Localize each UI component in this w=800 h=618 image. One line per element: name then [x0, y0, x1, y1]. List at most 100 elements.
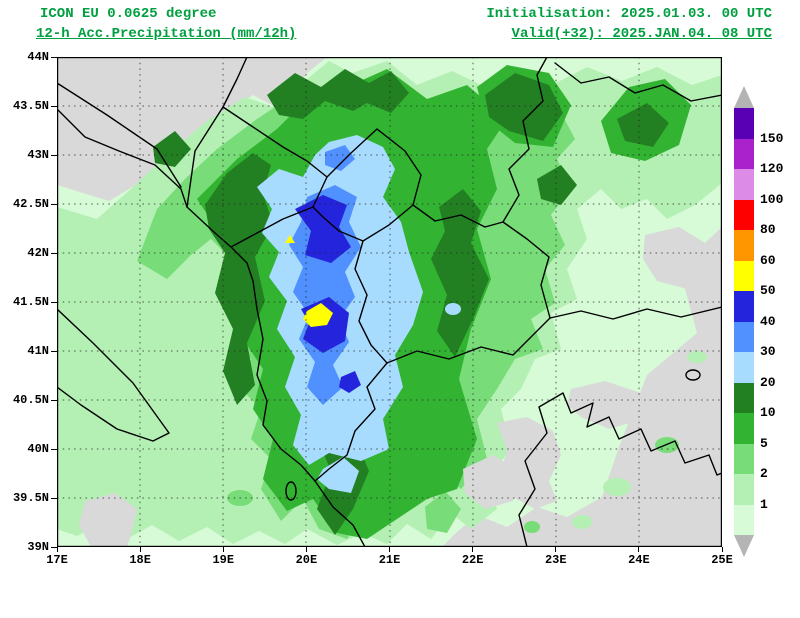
legend-label: 50: [760, 283, 776, 298]
x-tick: [721, 547, 723, 552]
y-tick: [51, 350, 57, 352]
initialisation-time: Initialisation: 2025.01.03. 00 UTC: [486, 6, 772, 22]
precip-speckle: [572, 515, 592, 529]
border-macedonia-greece: [386, 317, 551, 364]
border-croatia-bosnia: [57, 82, 182, 188]
country-borders: [57, 57, 722, 547]
dry-patch-sw: [79, 493, 137, 547]
border-albania-greece: [314, 362, 388, 482]
parameter-title: 12-h Acc.Precipitation (mm/12h): [36, 26, 297, 42]
border-macedonia-bulgaria: [502, 221, 551, 319]
y-tick-label: 42.5N: [12, 197, 49, 211]
valid-time: Valid(+32): 2025.JAN.04. 08 UTC: [511, 26, 772, 42]
x-tick-label: 24E: [628, 553, 650, 567]
legend-label: 20: [760, 374, 776, 390]
legend-segment: [734, 108, 754, 139]
precip-spot-20-30: [445, 303, 461, 315]
legend-segment: [734, 230, 754, 261]
legend-segment: [734, 352, 754, 383]
y-tick: [51, 203, 57, 205]
x-tick-label: 17E: [46, 553, 68, 567]
y-tick: [51, 154, 57, 156]
y-tick-label: 40.5N: [12, 393, 49, 407]
italy-coastline: [57, 308, 170, 442]
dry-patch-se1: [567, 381, 689, 429]
dry-patch-east: [643, 227, 709, 289]
precip-area-10-20-ne: [485, 73, 563, 141]
precip-speckle: [524, 521, 540, 533]
precip-area-10-20-east-band: [431, 189, 489, 357]
border-serbia-macedonia: [412, 204, 504, 228]
border-montenegro-serbia: [222, 106, 328, 178]
border-danube: [554, 62, 722, 102]
y-tick: [51, 448, 57, 450]
legend-segment: [734, 138, 754, 170]
precip-area-20-30-south: [317, 457, 359, 493]
corfu-island: [285, 481, 297, 501]
legend-segment: [734, 260, 754, 292]
legend-label: 80: [760, 222, 776, 237]
y-tick-label: 42N: [27, 246, 49, 260]
y-tick: [51, 497, 57, 499]
map-canvas: [57, 57, 722, 547]
y-tick-label: 41N: [27, 344, 49, 358]
x-tick: [56, 547, 58, 552]
legend-segment: [734, 291, 754, 322]
aegean-coastline: [518, 392, 722, 547]
y-tick-label: 39.5N: [12, 491, 49, 505]
adriatic-coastline: [57, 108, 366, 547]
x-tick-label: 25E: [711, 553, 733, 567]
x-tick: [389, 547, 390, 552]
precip-speckle: [687, 351, 707, 363]
precip-area-10-20-sofia: [537, 165, 577, 205]
precip-area-40-50-dot: [339, 371, 361, 393]
precip-area-40-50-upper: [295, 195, 351, 263]
dry-patch-se3: [463, 455, 519, 509]
legend-label: 5: [760, 435, 768, 451]
legend-segment: [734, 169, 754, 200]
legend-segment: [734, 413, 754, 444]
map-frame: [57, 57, 722, 547]
legend-label: 30: [760, 344, 776, 359]
border-montenegro-albania: [230, 176, 328, 248]
y-tick: [51, 56, 57, 58]
thasos-island: [685, 369, 701, 381]
y-tick-label: 44N: [27, 50, 49, 64]
x-tick-label: 21E: [378, 553, 401, 567]
legend-segment: [734, 199, 754, 231]
precip-area-30-40-top: [325, 145, 355, 171]
x-tick: [555, 547, 557, 552]
legend-label: 100: [760, 191, 784, 207]
y-tick: [51, 546, 57, 548]
legend-label: 40: [760, 313, 776, 329]
legend-segment: [734, 321, 754, 353]
legend-triangle-top: [734, 86, 754, 108]
border-albania-macedonia: [354, 240, 388, 364]
model-title: ICON EU 0.0625 degree: [40, 6, 217, 22]
legend-label: 60: [760, 252, 776, 268]
precip-area-50-60-max: [303, 303, 333, 327]
precip-area-10-20-west-arc: [205, 153, 273, 405]
y-tick: [51, 105, 57, 107]
x-tick: [139, 547, 141, 552]
x-tick-label: 19E: [212, 553, 235, 567]
border-bulgaria-greece: [549, 306, 722, 320]
legend-segment: [734, 443, 754, 475]
legend-label: 120: [760, 161, 784, 176]
precip-area-2-5-south: [425, 491, 461, 533]
legend-segment: [734, 382, 754, 414]
y-tick-label: 39N: [27, 540, 49, 554]
x-tick: [472, 547, 474, 552]
y-tick: [51, 252, 57, 254]
x-tick: [222, 547, 224, 552]
x-tick-label: 18E: [129, 553, 151, 567]
legend-segment: [734, 504, 754, 536]
y-tick-label: 43N: [27, 148, 49, 162]
border-serbia-bulgaria: [502, 57, 548, 223]
precip-speckle: [603, 478, 631, 496]
y-tick: [51, 301, 57, 303]
x-tick-label: 20E: [295, 553, 318, 567]
x-tick: [638, 547, 640, 552]
legend-triangle-bottom: [734, 535, 754, 557]
